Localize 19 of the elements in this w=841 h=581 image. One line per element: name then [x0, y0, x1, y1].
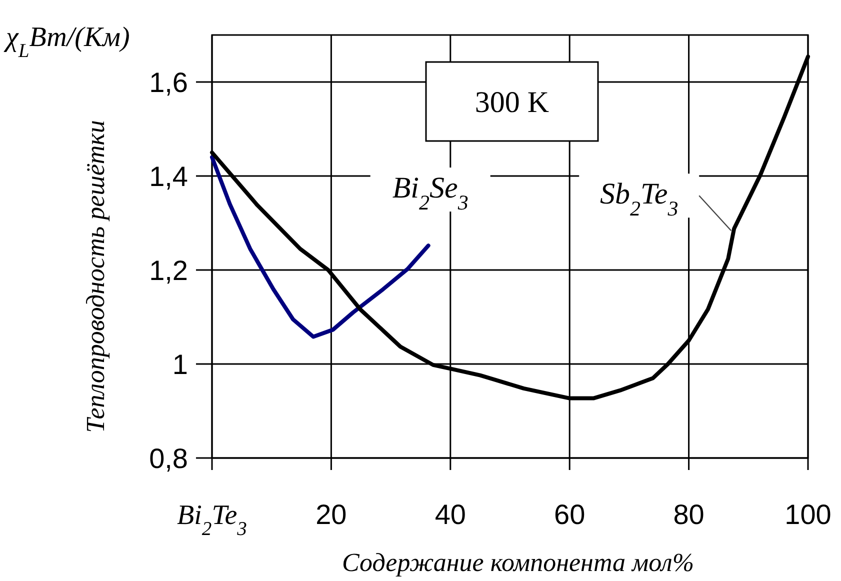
y-tick-label: 1,6 — [149, 67, 188, 98]
series-label: Sb$_{2}$Te$_{3}$ — [600, 178, 678, 221]
x-tick-label: 20 — [316, 499, 347, 530]
y-tick-label: 1 — [172, 349, 188, 380]
y-axis-title: Теплопроводность решётки — [81, 120, 110, 433]
y-tick-label: 1,2 — [149, 255, 188, 286]
x-tick-label: 100 — [784, 499, 832, 530]
x-tick-label: 60 — [554, 499, 586, 530]
x-tick-label: Bi$_{2}$Te$_{3}$ — [177, 500, 248, 540]
line-series — [210, 155, 430, 339]
caption-box: 300 K — [425, 61, 599, 142]
y-tick-label: 1,4 — [149, 161, 188, 192]
x-tick-label: 80 — [673, 499, 704, 530]
chart-title: χ$_{L}$Вт/(Км) — [3, 22, 130, 62]
x-tick-label: 40 — [434, 499, 466, 530]
y-tick-label: 0,8 — [149, 443, 188, 474]
x-axis-title: Содержание компонента мол% — [342, 548, 694, 577]
annotation: 300 K — [474, 86, 550, 119]
series-label: Bi$_{2}$Se$_{3}$ — [392, 172, 468, 215]
